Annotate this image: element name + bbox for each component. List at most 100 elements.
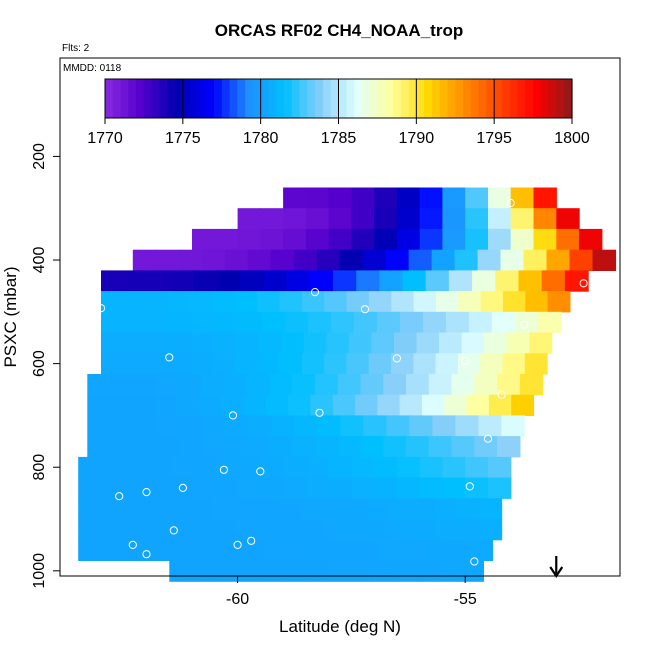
heatmap-cell	[305, 456, 330, 479]
heatmap-cell	[301, 353, 325, 375]
heatmap-cell	[191, 560, 215, 582]
heatmap-cell	[428, 374, 453, 396]
heatmap-cell	[260, 228, 284, 251]
heatmap-cell	[78, 477, 102, 499]
heatmap-cell	[416, 560, 440, 582]
heatmap-cell	[101, 477, 125, 499]
heatmap-cell	[412, 498, 436, 520]
heatmap-cell	[419, 208, 444, 230]
heatmap-cell	[248, 415, 272, 437]
heatmap-cell	[303, 560, 327, 582]
heatmap-cell	[339, 249, 364, 271]
heatmap-cell	[283, 187, 307, 209]
heatmap-cell	[556, 208, 580, 230]
colorbar-segment	[509, 79, 519, 118]
heatmap-cell	[192, 456, 216, 479]
colorbar-segment	[463, 79, 472, 118]
colorbar-segment	[182, 79, 192, 118]
x-axis-label: Latitude (deg N)	[279, 617, 401, 636]
heatmap-cell	[305, 208, 330, 230]
heatmap-cell	[425, 270, 450, 292]
heatmap-cell	[145, 353, 169, 375]
heatmap-cell	[488, 208, 512, 230]
colorbar-segment	[424, 79, 433, 118]
colorbar-segment	[151, 79, 161, 118]
colorbar-segment	[494, 79, 503, 118]
heatmap-cell	[123, 477, 148, 499]
heatmap-cell	[439, 332, 463, 354]
heatmap-cell	[257, 291, 281, 313]
heatmap-cell	[371, 560, 395, 582]
heatmap-cell	[556, 228, 580, 251]
heatmap-cell	[386, 415, 410, 437]
colorbar-segment	[486, 79, 495, 118]
heatmap-cell	[479, 498, 503, 520]
heatmap-cell	[351, 456, 375, 479]
heatmap-cell	[328, 187, 352, 209]
heatmap-cell	[455, 415, 479, 437]
heatmap-cell	[310, 394, 334, 416]
colorbar-segment	[385, 79, 394, 118]
sample-point	[593, 206, 602, 215]
heatmap-cell	[193, 539, 217, 561]
heatmap-cell	[281, 332, 305, 354]
heatmap-cell	[283, 456, 307, 479]
heatmap-cell	[331, 539, 355, 561]
heatmap-cell	[346, 291, 370, 313]
colorbar-tick-label: 1780	[243, 130, 279, 147]
sample-point	[219, 465, 228, 474]
heatmap-cell	[87, 436, 111, 458]
heatmap-cell	[340, 415, 364, 437]
heatmap-cell	[124, 539, 148, 561]
y-axis: 200 400 600 800 1000	[31, 143, 60, 589]
colorbar-segment	[470, 79, 480, 118]
heatmap-cell	[263, 270, 288, 292]
colorbar-segment	[501, 79, 511, 118]
chart-title: ORCAS RF02 CH4_NOAA_trop	[215, 21, 463, 40]
heatmap-cell	[511, 394, 535, 416]
heatmap-cell	[169, 560, 193, 582]
sample-point	[520, 320, 529, 329]
heatmap-cell	[260, 208, 284, 230]
heatmap-cell	[502, 291, 526, 313]
heatmap-cell	[293, 249, 318, 271]
heatmap-cell	[224, 249, 249, 271]
heatmap-cell	[374, 477, 398, 499]
heatmap-cell	[237, 208, 261, 230]
heatmap-cell	[110, 436, 134, 458]
heatmap-cell	[501, 415, 525, 437]
sample-point	[461, 356, 470, 366]
colorbar-segment	[105, 79, 114, 118]
colorbar-tick-label: 1770	[87, 130, 123, 147]
flights-label: Flts: 2	[62, 43, 90, 54]
heatmap-cell	[379, 270, 404, 292]
heatmap-cell	[301, 498, 324, 520]
heatmap-cell	[506, 332, 530, 354]
heatmap-cell	[377, 394, 401, 416]
sample-point	[643, 248, 650, 257]
heatmap-cell	[510, 208, 535, 230]
heatmap-cell	[178, 374, 202, 396]
heatmap-cell	[309, 270, 334, 292]
heatmap-cell	[328, 228, 352, 251]
heatmap-cell	[457, 519, 480, 541]
heatmap-cell	[303, 332, 327, 354]
heatmap-cell	[457, 353, 481, 375]
heatmap-cell	[353, 311, 378, 334]
heatmap-cell	[326, 332, 350, 354]
heatmap-cell	[265, 394, 289, 416]
heatmap-cell	[124, 311, 148, 334]
heatmap-cell	[519, 374, 544, 396]
colorbar-segment	[330, 79, 340, 118]
heatmap-cell	[110, 374, 134, 396]
heatmap-cell	[465, 477, 489, 499]
heatmap-cell	[451, 374, 475, 396]
colorbar-segment	[377, 79, 386, 118]
heatmap-cell	[305, 477, 330, 499]
heatmap-cell	[281, 560, 305, 582]
heatmap-cell	[466, 394, 490, 416]
heatmap-cell	[431, 249, 456, 271]
heatmap-cell	[202, 415, 226, 437]
heatmap-cell	[461, 560, 484, 582]
heatmap-cell	[78, 498, 102, 520]
